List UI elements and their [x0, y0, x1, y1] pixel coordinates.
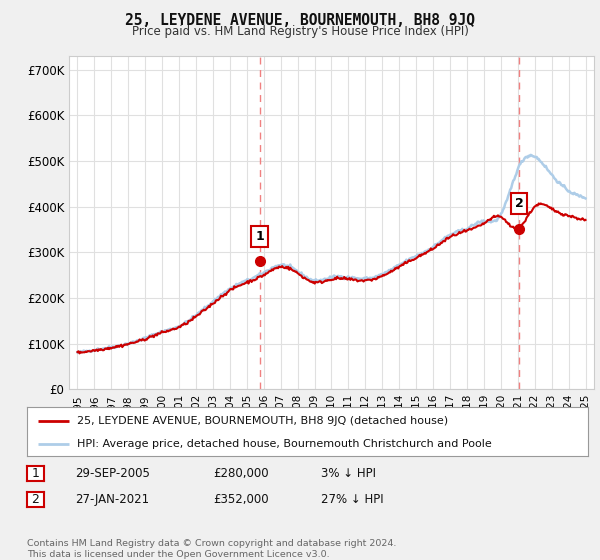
Text: £280,000: £280,000	[213, 467, 269, 480]
Text: 2: 2	[515, 197, 524, 210]
Text: 1: 1	[31, 467, 40, 480]
Text: £352,000: £352,000	[213, 493, 269, 506]
Text: Price paid vs. HM Land Registry's House Price Index (HPI): Price paid vs. HM Land Registry's House …	[131, 25, 469, 38]
Text: 27-JAN-2021: 27-JAN-2021	[75, 493, 149, 506]
Text: Contains HM Land Registry data © Crown copyright and database right 2024.
This d: Contains HM Land Registry data © Crown c…	[27, 539, 397, 559]
Text: 29-SEP-2005: 29-SEP-2005	[75, 467, 150, 480]
Text: 3% ↓ HPI: 3% ↓ HPI	[321, 467, 376, 480]
Text: 2: 2	[31, 493, 40, 506]
Text: 1: 1	[255, 230, 264, 243]
Text: 25, LEYDENE AVENUE, BOURNEMOUTH, BH8 9JQ: 25, LEYDENE AVENUE, BOURNEMOUTH, BH8 9JQ	[125, 13, 475, 28]
Text: 27% ↓ HPI: 27% ↓ HPI	[321, 493, 383, 506]
Text: 25, LEYDENE AVENUE, BOURNEMOUTH, BH8 9JQ (detached house): 25, LEYDENE AVENUE, BOURNEMOUTH, BH8 9JQ…	[77, 416, 449, 426]
Text: HPI: Average price, detached house, Bournemouth Christchurch and Poole: HPI: Average price, detached house, Bour…	[77, 439, 492, 449]
